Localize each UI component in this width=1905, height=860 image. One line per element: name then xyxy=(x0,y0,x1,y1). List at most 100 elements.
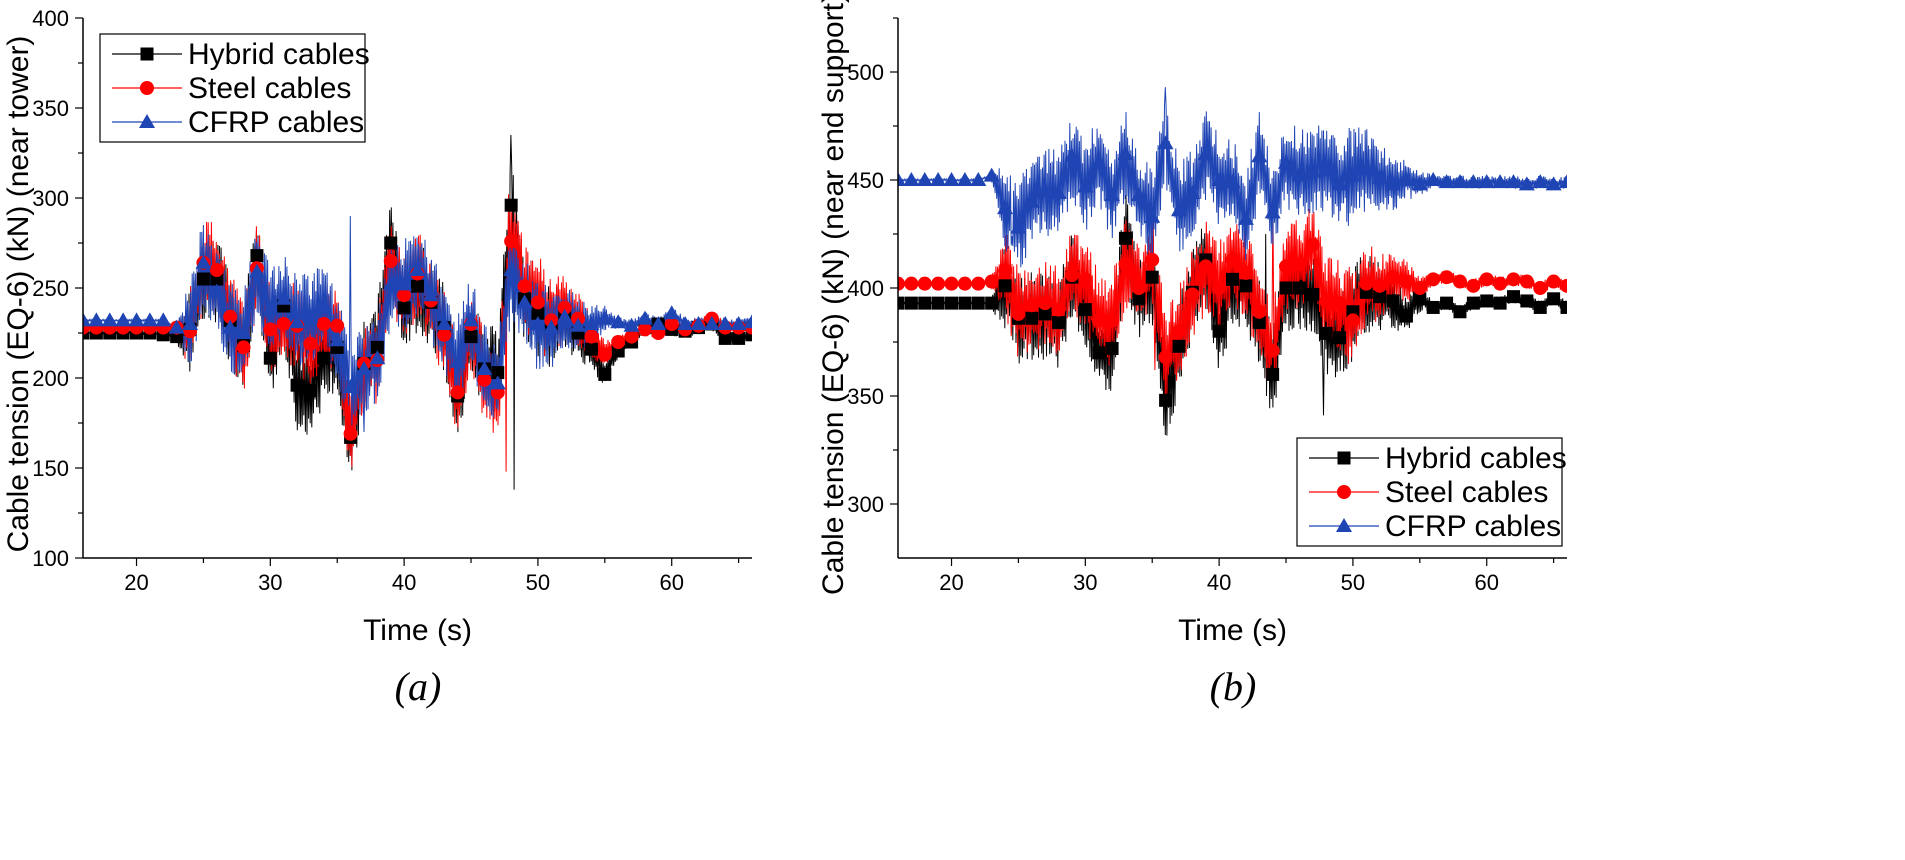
data-point-hybrid-cables xyxy=(732,331,746,345)
data-point-cfrp-cables xyxy=(115,312,132,327)
data-point-hybrid-cables xyxy=(303,384,317,398)
data-point-cfrp-cables xyxy=(956,172,973,186)
data-point-hybrid-cables xyxy=(1480,294,1494,308)
data-point-steel-cables xyxy=(383,254,398,268)
data-point-cfrp-cables xyxy=(1063,148,1080,163)
data-point-cfrp-cables xyxy=(1425,172,1442,186)
data-point-steel-cables xyxy=(971,276,986,291)
data-point-cfrp-cables xyxy=(623,317,640,332)
y-tick-label: 350 xyxy=(847,384,884,409)
data-point-hybrid-cables xyxy=(1319,326,1333,340)
data-point-hybrid-cables xyxy=(918,296,932,310)
data-point-cfrp-cables xyxy=(463,312,480,327)
x-tick-label: 60 xyxy=(659,570,683,595)
data-point-hybrid-cables xyxy=(1078,303,1092,317)
data-point-cfrp-cables xyxy=(596,310,613,325)
data-point-cfrp-cables xyxy=(1532,174,1549,189)
data-point-hybrid-cables xyxy=(504,198,518,212)
data-point-cfrp-cables xyxy=(409,262,426,276)
data-point-hybrid-cables xyxy=(196,272,210,286)
data-point-cfrp-cables xyxy=(1157,135,1174,150)
data-point-steel-cables xyxy=(1319,293,1334,308)
data-point-steel-cables xyxy=(1238,265,1253,280)
data-point-steel-cables xyxy=(584,329,599,344)
data-point-hybrid-cables xyxy=(1493,296,1507,310)
data-point-steel-cables xyxy=(998,263,1013,278)
data-point-hybrid-cables xyxy=(1172,339,1186,353)
data-point-steel-cables xyxy=(1412,281,1427,295)
data-point-cfrp-cables xyxy=(1010,219,1027,234)
data-point-hybrid-cables xyxy=(1547,292,1561,306)
data-point-hybrid-cables xyxy=(384,236,398,250)
data-point-cfrp-cables xyxy=(101,312,118,327)
data-point-hybrid-cables xyxy=(958,296,972,310)
x-tick-label: 50 xyxy=(526,570,550,595)
legend-label: CFRP cables xyxy=(1385,510,1561,543)
data-point-steel-cables xyxy=(1078,272,1093,287)
data-point-hybrid-cables xyxy=(263,351,277,365)
data-point-cfrp-cables xyxy=(730,316,747,330)
data-point-hybrid-cables xyxy=(998,279,1012,293)
x-tick-label: 20 xyxy=(939,570,963,595)
data-point-hybrid-cables xyxy=(1279,281,1293,295)
data-point-cfrp-cables xyxy=(556,308,573,323)
data-point-steel-cables xyxy=(1038,296,1053,311)
y-tick-label: 500 xyxy=(847,60,884,85)
data-point-hybrid-cables xyxy=(1373,290,1387,304)
panel-caption: (a) xyxy=(395,664,442,709)
data-point-steel-cables xyxy=(1105,313,1120,328)
y-tick-label: 200 xyxy=(32,366,69,391)
data-point-hybrid-cables xyxy=(1118,231,1132,245)
data-point-steel-cables xyxy=(1305,237,1320,252)
data-point-cfrp-cables xyxy=(195,254,212,269)
data-point-cfrp-cables xyxy=(262,301,279,316)
legend-marker xyxy=(139,114,155,128)
y-tick-label: 400 xyxy=(32,6,69,31)
data-point-cfrp-cables xyxy=(1237,210,1254,225)
data-point-steel-cables xyxy=(944,276,959,291)
data-point-cfrp-cables xyxy=(1505,174,1522,189)
legend-label: Hybrid cables xyxy=(188,38,370,71)
legend-marker xyxy=(140,47,154,61)
plot-area xyxy=(898,87,1567,436)
data-point-cfrp-cables xyxy=(1037,182,1054,197)
y-tick-label: 300 xyxy=(32,186,69,211)
data-point-hybrid-cables xyxy=(584,342,598,356)
data-point-hybrid-cables xyxy=(1560,300,1567,314)
data-point-cfrp-cables xyxy=(610,314,627,329)
y-tick-label: 250 xyxy=(32,276,69,301)
data-point-cfrp-cables xyxy=(235,325,252,339)
data-point-cfrp-cables xyxy=(744,314,752,329)
data-point-hybrid-cables xyxy=(1440,296,1454,310)
data-point-cfrp-cables xyxy=(83,312,91,327)
data-point-hybrid-cables xyxy=(1520,294,1534,308)
data-point-hybrid-cables xyxy=(1533,300,1547,314)
data-point-cfrp-cables xyxy=(182,316,199,330)
data-point-cfrp-cables xyxy=(903,172,920,186)
data-point-cfrp-cables xyxy=(1518,176,1535,191)
data-point-cfrp-cables xyxy=(396,276,413,291)
data-point-cfrp-cables xyxy=(436,316,453,330)
data-point-hybrid-cables xyxy=(598,367,612,381)
data-point-cfrp-cables xyxy=(1224,174,1241,189)
data-point-steel-cables xyxy=(223,309,238,324)
data-point-cfrp-cables xyxy=(1398,172,1415,186)
data-point-steel-cables xyxy=(1332,296,1347,311)
legend-label: Steel cables xyxy=(1385,476,1548,509)
data-point-hybrid-cables xyxy=(1399,309,1413,323)
data-point-cfrp-cables xyxy=(543,319,560,334)
data-point-cfrp-cables xyxy=(529,316,546,330)
data-point-steel-cables xyxy=(1265,343,1280,358)
chart-panel-a: 20 30 40 50 60 100 150 200 250 300 350 400 Time (s) C… xyxy=(2,6,752,709)
legend-label: Hybrid cables xyxy=(1385,442,1567,475)
data-point-hybrid-cables xyxy=(250,249,264,263)
series-line-hybrid-cables xyxy=(898,195,1567,436)
data-point-hybrid-cables xyxy=(290,378,304,392)
data-point-steel-cables xyxy=(1452,274,1467,289)
y-axis-label: Cable tension (EQ-6) (kN) (near tower) xyxy=(2,36,35,553)
data-point-cfrp-cables xyxy=(503,262,520,276)
data-point-cfrp-cables xyxy=(677,316,694,330)
data-point-steel-cables xyxy=(504,234,519,249)
data-point-cfrp-cables xyxy=(1358,161,1375,176)
x-tick-label: 30 xyxy=(1073,570,1097,595)
